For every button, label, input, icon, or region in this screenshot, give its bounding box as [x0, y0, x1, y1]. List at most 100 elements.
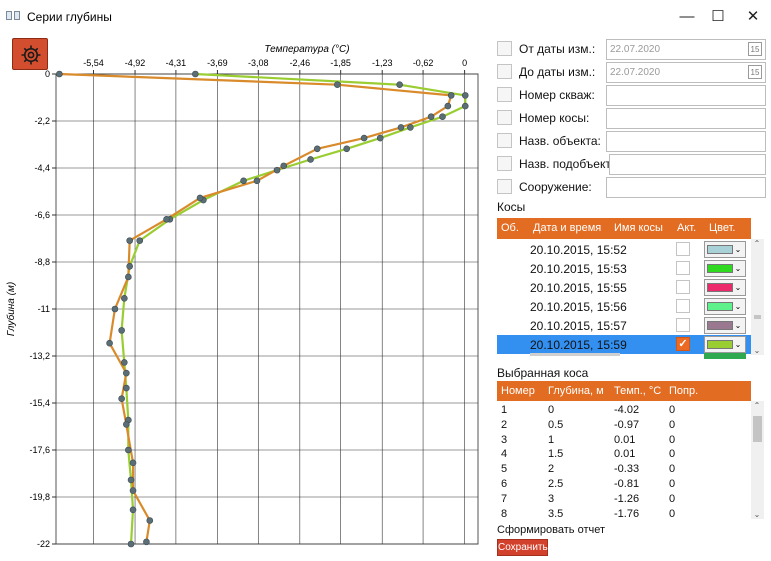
structure-input[interactable] — [606, 177, 766, 198]
sel-header-correction[interactable]: Попр. — [669, 385, 699, 397]
selected-kosa-row[interactable]: 2 0.5 -0.97 0 — [497, 418, 751, 433]
selected-kosa-scroll-thumb[interactable] — [753, 416, 762, 442]
data-point — [461, 92, 469, 99]
chart-series — [56, 70, 469, 548]
structure-checkbox[interactable] — [497, 179, 512, 194]
kosy-table-row[interactable]: 20.10.2015, 15:55 ⌄ — [497, 278, 751, 297]
to-date-label: До даты изм.: — [519, 65, 596, 79]
kosa-datetime: 20.10.2015, 15:59 — [530, 338, 627, 352]
kosa-active-checkbox[interactable] — [676, 242, 690, 256]
kosa-color-dropdown[interactable]: ⌄ — [704, 317, 746, 334]
chevron-down-icon: ⌄ — [734, 264, 742, 273]
well-number-checkbox[interactable] — [497, 87, 512, 102]
sel-header-number[interactable]: Номер — [501, 385, 535, 397]
scroll-up-icon[interactable]: ⌃ — [753, 239, 761, 248]
from-date-label: От даты изм.: — [519, 42, 596, 56]
x-axis-label: Температура (°C) — [264, 44, 349, 55]
kosa-color-dropdown[interactable]: ⌄ — [704, 336, 746, 353]
selected-kosa-row[interactable]: 6 2.5 -0.81 0 — [497, 477, 751, 492]
selected-kosa-row[interactable]: 5 2 -0.33 0 — [497, 462, 751, 477]
from-date-checkbox[interactable] — [497, 41, 512, 56]
kosa-color-dropdown[interactable]: ⌄ — [704, 241, 746, 258]
y-tick-label: -15,4 — [29, 398, 50, 408]
filter-to-date: До даты изм.: 22.07.2020 15 — [497, 62, 767, 83]
subobject-name-input[interactable] — [609, 154, 766, 175]
kosy-table-row[interactable]: 20.10.2015, 15:52 ⌄ — [497, 240, 751, 259]
kosy-table-row[interactable]: 20.10.2015, 15:56 ⌄ — [497, 297, 751, 316]
selected-kosa-row[interactable]: 8 3.5 -1.76 0 — [497, 507, 751, 522]
kosy-scroll-thumb[interactable] — [754, 315, 761, 319]
scroll-down-icon[interactable]: ⌄ — [753, 510, 761, 519]
kosy-table-row[interactable]: 20.10.2015, 15:53 ⌄ — [497, 259, 751, 278]
calendar-icon[interactable]: 15 — [748, 65, 762, 79]
kosa-active-checkbox[interactable]: ✓ — [676, 337, 690, 351]
subobject-name-checkbox[interactable] — [497, 156, 512, 171]
kosa-color-dropdown[interactable]: ⌄ — [704, 298, 746, 315]
data-point — [461, 102, 469, 110]
filter-subobject-name: Назв. подобъекта: — [497, 154, 767, 175]
to-date-picker[interactable]: 22.07.2020 15 — [606, 62, 766, 83]
kosa-color-dropdown[interactable]: ⌄ — [704, 279, 746, 296]
close-button[interactable]: ✕ — [746, 8, 760, 25]
kosa-color-dropdown[interactable]: ⌄ — [704, 260, 746, 277]
y-tick-label: -11 — [38, 304, 50, 314]
sel-header-depth[interactable]: Глубина, м — [548, 385, 604, 397]
data-point — [163, 215, 170, 223]
kosy-header-datetime[interactable]: Дата и время — [533, 222, 602, 234]
scroll-up-icon[interactable]: ⌃ — [753, 401, 761, 410]
sel-cell-temp: -1.76 — [614, 507, 640, 520]
report-title: Сформировать отчет — [497, 524, 606, 536]
string-number-checkbox[interactable] — [497, 110, 512, 125]
data-point — [407, 124, 414, 131]
selected-kosa-row[interactable]: 3 1 0.01 0 — [497, 433, 751, 448]
object-name-input[interactable] — [606, 131, 766, 152]
kosy-table-row[interactable]: 20.10.2015, 15:57 ⌄ — [497, 316, 751, 335]
kosy-scrollbar[interactable]: ⌃ ⌄ — [751, 239, 764, 355]
kosy-header-ob[interactable]: Об. — [501, 222, 519, 234]
maximize-button[interactable]: ☐ — [711, 8, 725, 25]
kosa-datetime: 20.10.2015, 15:53 — [530, 262, 627, 276]
save-button[interactable]: Сохранить — [497, 539, 548, 556]
sel-cell-depth: 1 — [548, 433, 555, 446]
minimize-button[interactable]: — — [679, 8, 695, 25]
selected-kosa-scrollbar[interactable]: ⌃ ⌄ — [751, 401, 764, 519]
depth-temperature-chart: -5,54 -4,92 -4,31 -3,69 -3,08 -2,46 -1,85 -1,23… — [5, 44, 479, 549]
data-point — [439, 113, 446, 121]
check-icon: ✓ — [678, 338, 688, 350]
kosy-header-color[interactable]: Цвет. — [709, 222, 736, 234]
well-number-label: Номер скваж: — [519, 88, 595, 102]
selected-kosa-row[interactable]: 1 0 -4.02 0 — [497, 403, 751, 418]
kosa-active-checkbox[interactable] — [676, 280, 690, 294]
from-date-picker[interactable]: 22.07.2020 15 — [606, 39, 766, 60]
data-point — [123, 369, 130, 377]
kosa-active-checkbox[interactable] — [676, 299, 690, 313]
to-date-checkbox[interactable] — [497, 64, 512, 79]
color-swatch — [707, 264, 733, 273]
kosa-active-checkbox[interactable] — [676, 261, 690, 275]
kosy-header-name[interactable]: Имя косы — [614, 222, 663, 234]
scroll-down-icon[interactable]: ⌄ — [753, 346, 761, 355]
calendar-icon[interactable]: 15 — [748, 42, 762, 56]
selected-kosa-row[interactable]: 4 1.5 0.01 0 — [497, 447, 751, 462]
sel-cell-depth: 2.5 — [548, 478, 564, 490]
well-number-input[interactable] — [606, 85, 766, 106]
y-axis-label: Глубина (м) — [5, 282, 17, 336]
kosy-table-row[interactable]: 20.10.2015, 15:59 ✓ ⌄ — [497, 335, 751, 354]
selected-kosa-row[interactable]: 7 3 -1.26 0 — [497, 492, 751, 507]
y-tick-label: 0 — [45, 69, 50, 79]
string-number-input[interactable] — [606, 108, 766, 129]
data-point — [126, 237, 133, 244]
data-point — [106, 339, 113, 347]
sel-cell-temp: 0.01 — [614, 433, 636, 446]
object-name-checkbox[interactable] — [497, 133, 512, 148]
kosy-header-active[interactable]: Акт. — [677, 222, 697, 234]
y-tick-label: -4,4 — [34, 163, 50, 173]
kosa-active-checkbox[interactable] — [676, 318, 690, 332]
sel-header-temp[interactable]: Темп., °C — [614, 385, 662, 397]
y-tick-label: -17,6 — [29, 445, 50, 455]
settings-button[interactable] — [12, 38, 48, 70]
data-point — [196, 194, 204, 202]
sel-cell-correction: 0 — [669, 478, 676, 490]
x-tick-label: 0 — [462, 58, 467, 68]
y-tick-label: -6,6 — [34, 210, 50, 220]
